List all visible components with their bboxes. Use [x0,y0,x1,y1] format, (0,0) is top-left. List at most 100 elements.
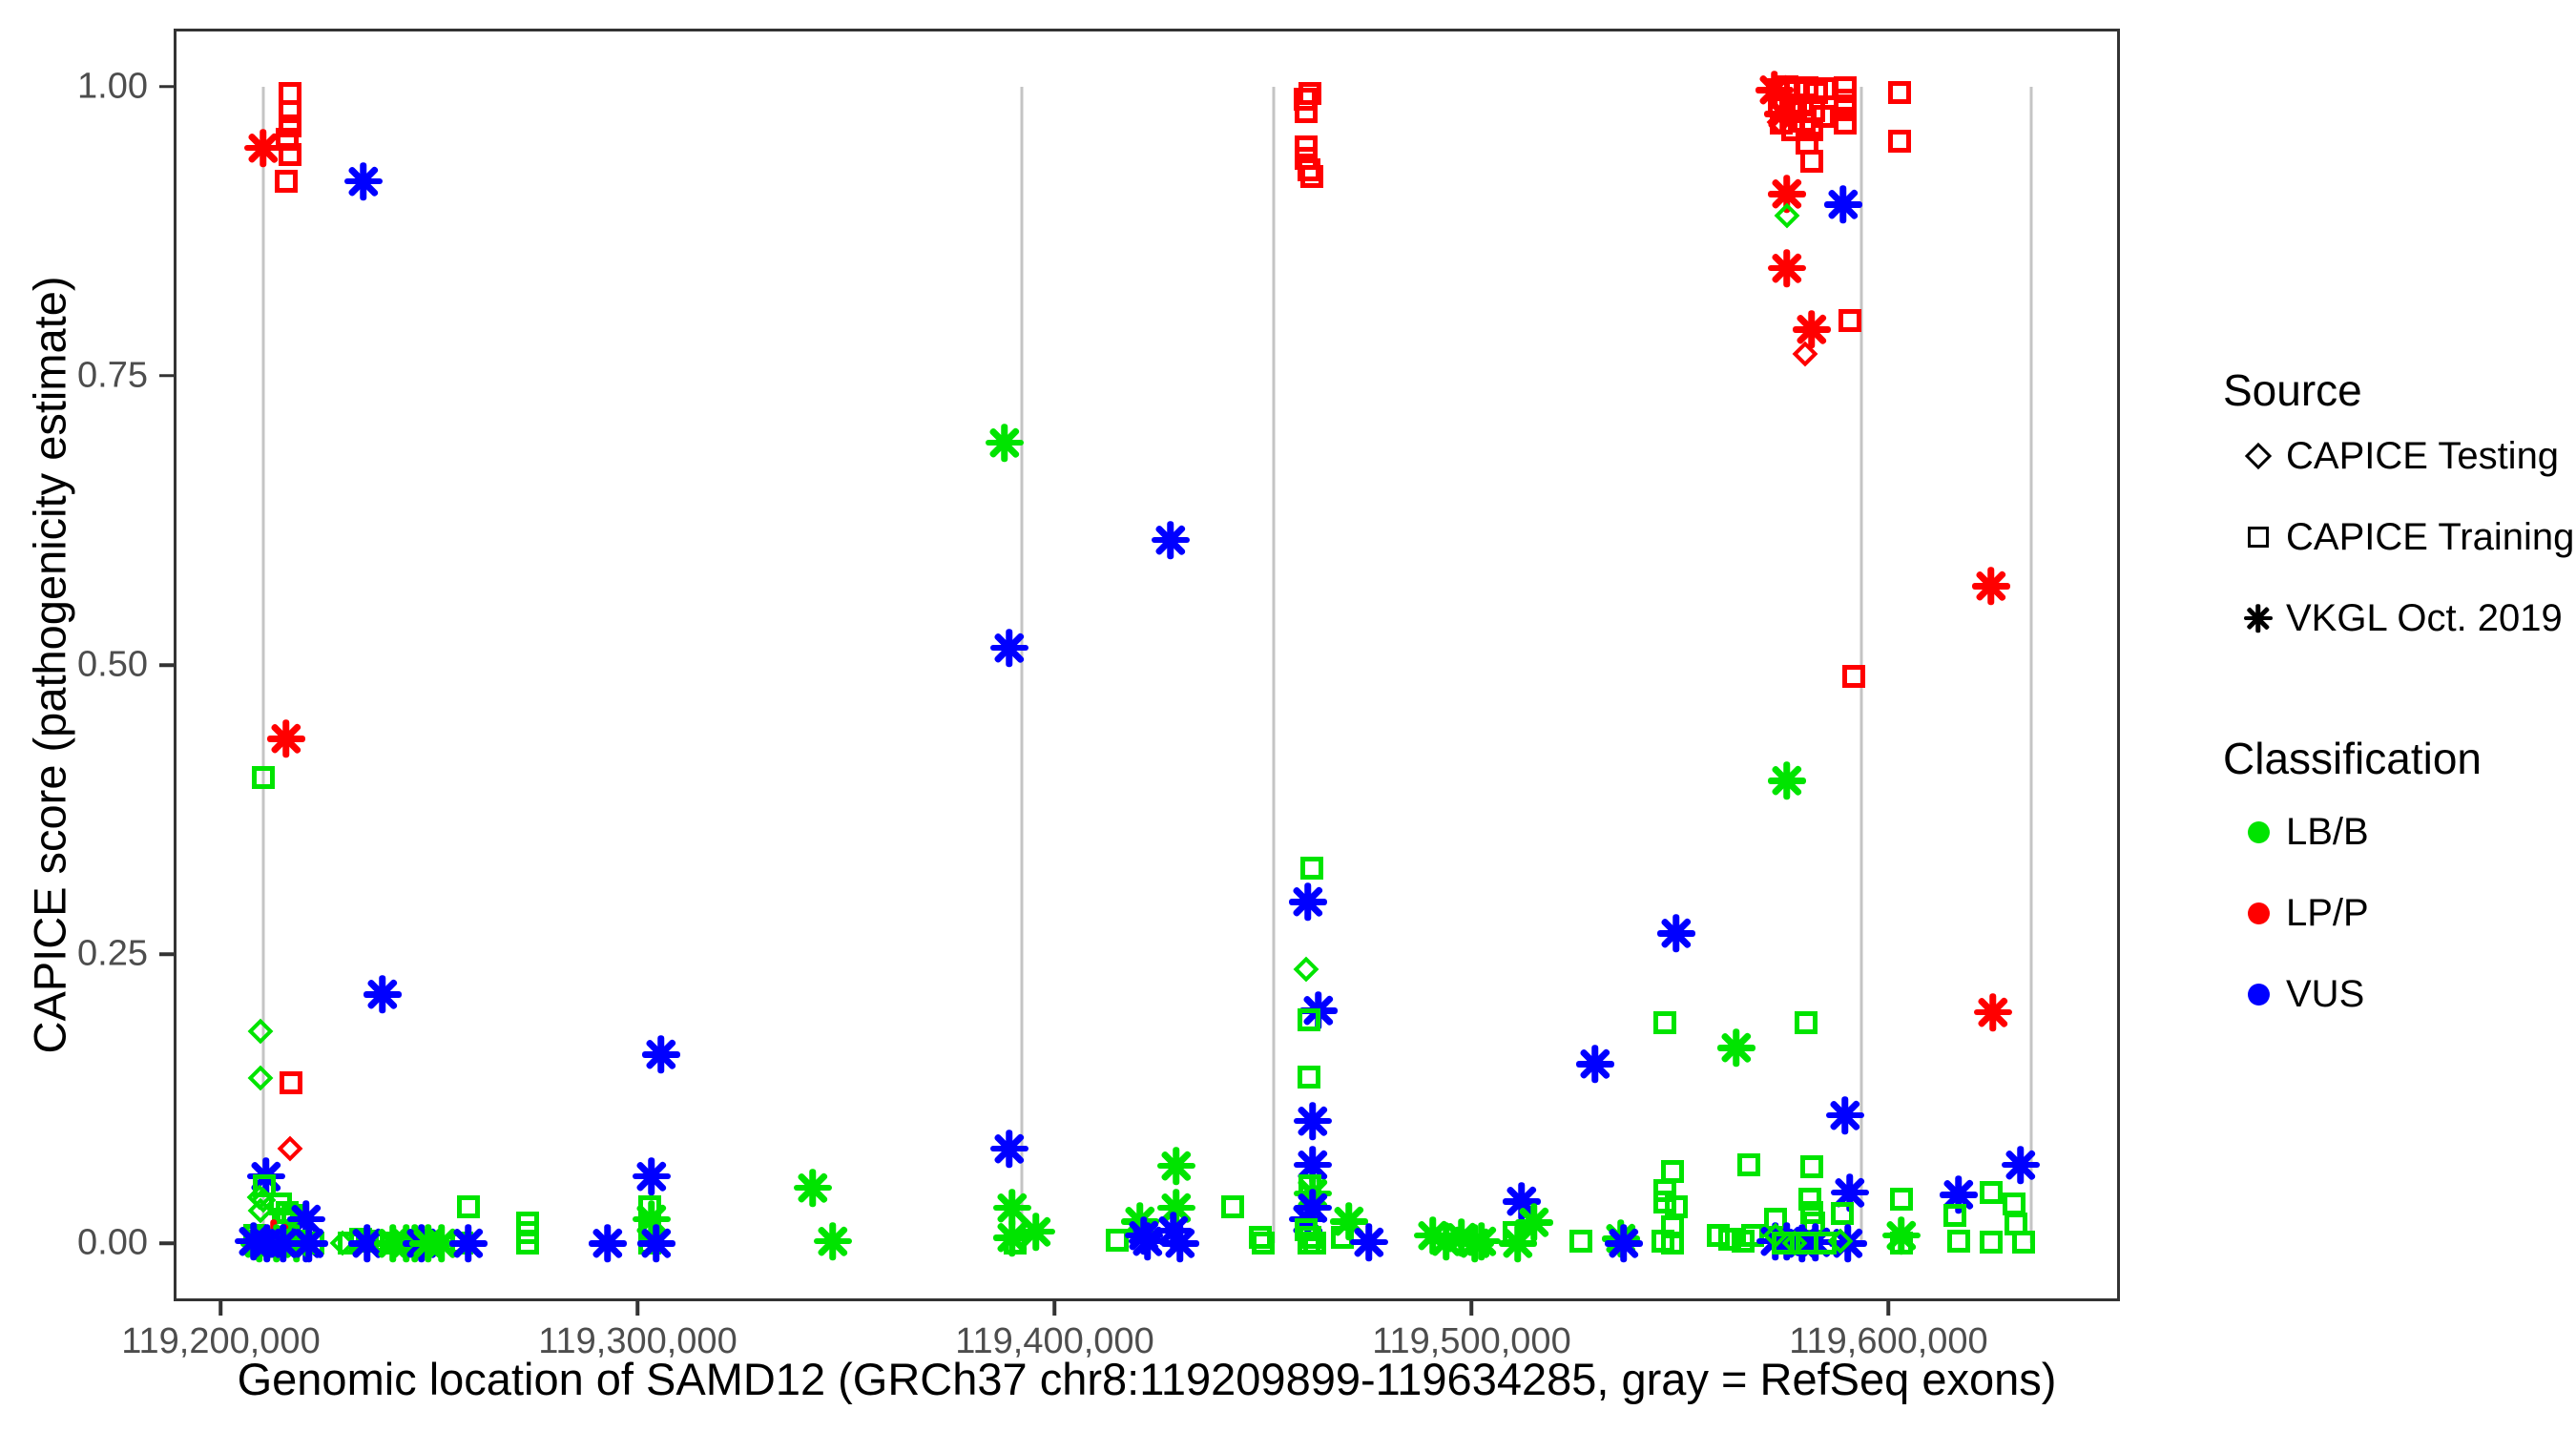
data-point [1706,1223,1730,1247]
data-point [1299,857,1323,881]
data-point [1288,882,1327,922]
data-point [1329,1202,1368,1241]
data-point [1153,1212,1193,1251]
data-point [1297,1008,1320,1032]
data-point [1514,1203,1553,1242]
data-point [1798,1188,1822,1212]
data-point [1890,1188,1914,1212]
x-tick-label: 119,600,000 [1789,1321,1988,1361]
data-point [1829,1224,1868,1263]
data-point [280,1070,303,1094]
x-tick [1469,1301,1474,1316]
legend-label: LP/P [2286,891,2369,934]
blue-dot-icon [2231,983,2286,1006]
data-point [1604,1224,1643,1263]
green-dot-icon [2231,820,2286,843]
y-axis-title: CAPICE score (pathogenicity estimate) [24,276,75,1054]
data-point [1824,185,1863,224]
data-point [253,1173,277,1197]
y-tick-label: 1.00 [77,66,148,107]
data-point [1972,567,2011,606]
asterisk-key-icon [2231,604,2286,633]
data-point [1252,1232,1276,1255]
data-point [278,143,301,167]
legend-item-capice-training: CAPICE Training [2231,510,2574,564]
legend-source-title: Source [2223,365,2362,415]
data-point [2001,1145,2040,1184]
data-point [1831,1201,1855,1225]
data-point [642,1035,681,1074]
data-point [1737,1152,1761,1176]
data-point [813,1221,852,1260]
data-point [1839,308,1862,332]
data-point [1831,1173,1870,1212]
data-point [1427,1221,1466,1260]
data-point [1834,112,1858,135]
data-point [1882,1215,1922,1255]
x-tick-label: 119,400,000 [955,1321,1154,1361]
data-point [1800,117,1824,141]
data-point [251,765,275,789]
data-point [1795,1010,1818,1034]
data-point [1800,150,1824,174]
data-point [1888,129,1912,153]
data-point [1947,1229,1971,1253]
data-point [1656,914,1695,953]
data-point [1768,761,1807,800]
data-point [1974,992,2013,1031]
data-point [1017,1213,1056,1252]
data-point [276,128,300,152]
legend-item-vus: VUS [2231,967,2364,1021]
data-point [1120,1202,1159,1241]
x-tick [218,1301,223,1316]
y-tick-label: 0.00 [77,1222,148,1263]
data-point [263,1224,302,1263]
refseq-exon-line [261,86,265,1244]
data-point [344,162,384,201]
legend-label: VKGL Oct. 2019 [2286,596,2563,639]
legend-item-capice-testing: CAPICE Testing [2231,429,2559,483]
data-point [1293,87,1317,111]
data-point [1661,1232,1685,1255]
legend-item-lbb: LB/B [2231,805,2369,859]
legend-label: CAPICE Training [2286,515,2575,558]
x-tick [635,1301,640,1316]
data-point [274,170,298,194]
data-point [278,100,301,124]
data-point [990,628,1029,667]
data-point [1569,1229,1593,1253]
refseq-exon-line [1272,86,1276,1244]
data-point [1299,165,1323,189]
y-tick [159,1241,174,1246]
data-point [1943,1204,1967,1228]
data-point [2012,1231,2036,1255]
data-point [279,114,302,137]
y-tick-label: 0.75 [77,355,148,396]
data-point [636,1224,675,1263]
data-point [1221,1194,1245,1218]
data-point [1295,135,1319,158]
x-tick-label: 119,300,000 [538,1321,737,1361]
refseq-exon-line [1859,86,1863,1244]
data-point [1414,1215,1453,1255]
y-tick [159,663,174,667]
data-point [1294,1145,1333,1184]
y-tick [159,84,174,89]
data-point [1800,1155,1824,1179]
x-axis-title: Genomic location of SAMD12 (GRCh37 chr8:… [237,1354,2057,1404]
data-point [1350,1223,1389,1262]
legend-label: LB/B [2286,810,2369,853]
diamond-key-icon [2231,442,2286,470]
data-point [1716,1028,1755,1068]
data-point [1302,1232,1326,1255]
data-point [1814,1232,1838,1255]
red-dot-icon [2231,902,2286,924]
data-point [1295,100,1319,124]
data-point [1249,1226,1273,1250]
data-point [993,1218,1032,1257]
data-point [1825,1095,1864,1134]
data-point [990,1129,1029,1168]
data-point [1718,1227,1742,1251]
data-point [793,1169,832,1208]
